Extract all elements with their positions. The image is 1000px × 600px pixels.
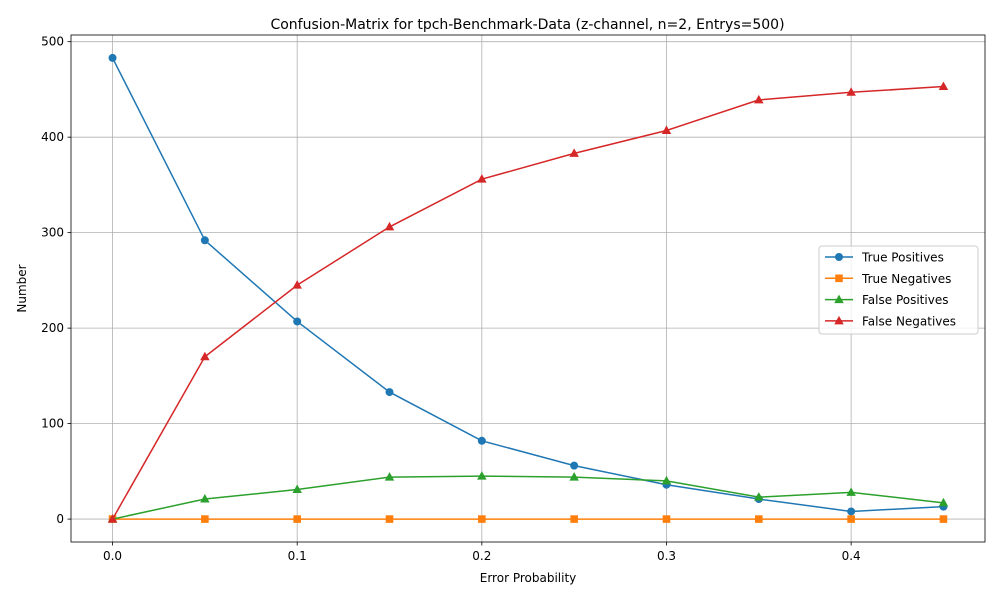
- y-tick-label: 300: [41, 226, 64, 240]
- y-axis-ticks: 0 100 200 300 400 500: [41, 35, 71, 526]
- data-point: [938, 497, 949, 507]
- y-axis-label: Number: [15, 264, 29, 312]
- data-point: [846, 487, 856, 496]
- legend: True Positives True Negatives False Positi…: [818, 245, 979, 335]
- data-point: [385, 515, 394, 523]
- x-tick-label: 0.4: [842, 549, 861, 563]
- data-point: [384, 472, 395, 481]
- series-line: [111, 85, 944, 520]
- y-tick-label: 100: [41, 417, 64, 431]
- series-line: [111, 57, 944, 513]
- data-point: [200, 494, 210, 503]
- legend-label: True Positives: [861, 251, 944, 265]
- data-point: [293, 317, 302, 326]
- y-tick-label: 0: [56, 512, 64, 526]
- series-line: [112, 475, 944, 520]
- data-point: [846, 87, 856, 96]
- legend-label: False Positives: [862, 293, 948, 307]
- data-point: [200, 236, 209, 245]
- data-point: [938, 81, 949, 91]
- data-point: [847, 507, 856, 516]
- data-point: [478, 515, 486, 523]
- x-tick-label: 0.1: [288, 549, 307, 563]
- data-point: [754, 492, 764, 501]
- legend-marker: [835, 274, 843, 283]
- data-point: [755, 515, 763, 523]
- data-point: [569, 472, 579, 481]
- data-point: [200, 351, 210, 361]
- data-point: [569, 148, 579, 157]
- data-point: [661, 475, 672, 485]
- y-tick-label: 500: [41, 35, 64, 49]
- legend-item: True Negatives: [825, 272, 951, 286]
- chart-title: Confusion-Matrix for tpch-Benchmark-Data…: [270, 17, 784, 33]
- data-point: [107, 514, 118, 523]
- data-point: [201, 515, 209, 523]
- legend-marker: [834, 315, 844, 325]
- legend-item: False Positives: [825, 293, 948, 307]
- data-point: [293, 515, 301, 523]
- data-point: [108, 53, 117, 62]
- x-axis-ticks: 0.0 0.1 0.2 0.3 0.4: [103, 542, 861, 563]
- data-point: [570, 515, 578, 523]
- grid: [71, 35, 985, 542]
- legend-item: False Negatives: [825, 314, 956, 328]
- data-point: [939, 515, 948, 523]
- data-point: [292, 484, 302, 493]
- x-tick-label: 0.2: [472, 549, 491, 563]
- data-point: [570, 461, 579, 470]
- legend-item: True Positives: [825, 251, 944, 265]
- legend-label: False Negatives: [862, 314, 956, 328]
- x-tick-label: 0.0: [103, 549, 122, 563]
- x-axis-label: Error Probability: [480, 571, 577, 585]
- plot-frame: [70, 34, 986, 543]
- legend-box: [818, 245, 979, 335]
- data-point: [477, 436, 486, 445]
- legend-marker: [835, 253, 843, 261]
- series-false-negatives: [107, 81, 949, 523]
- data-point: [847, 515, 855, 523]
- y-tick-label: 400: [41, 130, 64, 144]
- data-point: [477, 471, 487, 480]
- series-group: [107, 53, 949, 523]
- legend-label: True Negatives: [861, 272, 951, 286]
- legend-marker: [834, 294, 844, 304]
- data-point: [385, 388, 394, 397]
- data-point: [754, 94, 764, 104]
- data-point: [477, 174, 487, 183]
- data-point: [661, 125, 672, 134]
- data-point: [292, 280, 302, 289]
- x-tick-label: 0.3: [657, 549, 676, 563]
- data-point: [662, 515, 671, 523]
- y-tick-label: 200: [41, 321, 64, 335]
- data-point: [384, 221, 395, 231]
